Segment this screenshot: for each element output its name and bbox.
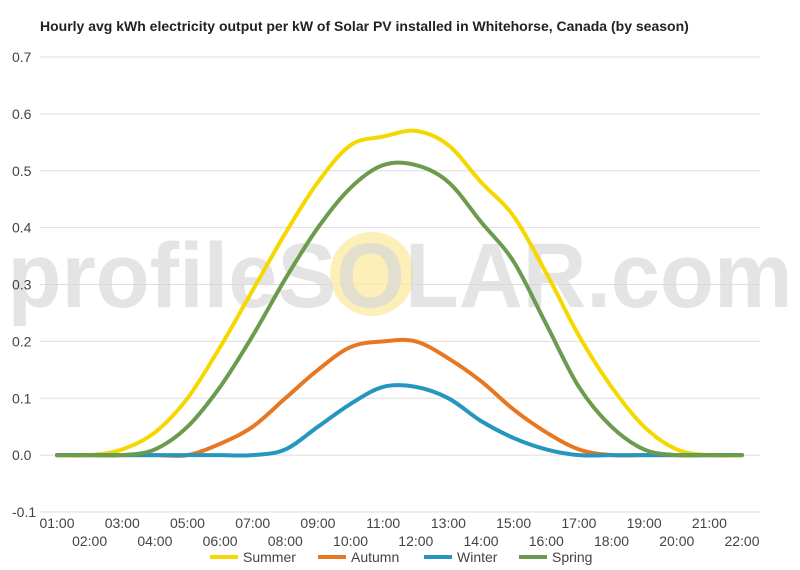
x-tick-label: 19:00 bbox=[627, 515, 662, 531]
x-tick-label: 01:00 bbox=[39, 515, 74, 531]
x-axis-ticks: 01:00 02:00 03:00 04:00 05:00 06:00 07:00 08:00… bbox=[39, 515, 759, 549]
legend-label-winter: Winter bbox=[457, 549, 498, 565]
legend-label-summer: Summer bbox=[243, 549, 296, 565]
x-tick-label: 11:00 bbox=[366, 515, 400, 531]
x-tick-label: 09:00 bbox=[300, 515, 335, 531]
series-line-summer bbox=[55, 128, 744, 458]
y-tick-label: 0.1 bbox=[12, 390, 32, 406]
x-tick-label: 14:00 bbox=[464, 533, 499, 549]
legend: Summer Autumn Winter Spring bbox=[210, 549, 592, 565]
watermark-sun bbox=[330, 232, 414, 316]
y-tick-label: 0.4 bbox=[12, 220, 32, 236]
legend-label-autumn: Autumn bbox=[351, 549, 399, 565]
x-tick-label: 21:00 bbox=[692, 515, 727, 531]
x-tick-label: 03:00 bbox=[105, 515, 140, 531]
x-tick-label: 13:00 bbox=[431, 515, 466, 531]
y-tick-label: 0.5 bbox=[12, 163, 32, 179]
y-tick-label: 0.0 bbox=[12, 447, 32, 463]
x-tick-label: 12:00 bbox=[398, 533, 433, 549]
y-tick-label: 0.7 bbox=[12, 49, 32, 65]
y-tick-label: 0.3 bbox=[12, 277, 32, 293]
series-line-winter bbox=[55, 383, 744, 458]
series-lines bbox=[55, 128, 744, 458]
x-tick-label: 02:00 bbox=[72, 533, 107, 549]
x-tick-label: 22:00 bbox=[724, 533, 759, 549]
x-tick-label: 10:00 bbox=[333, 533, 368, 549]
watermark: profileSOLAR.com bbox=[8, 225, 793, 327]
x-tick-label: 20:00 bbox=[659, 533, 694, 549]
y-tick-label: 0.2 bbox=[12, 333, 32, 349]
x-tick-label: 06:00 bbox=[203, 533, 238, 549]
y-tick-label: 0.6 bbox=[12, 106, 32, 122]
x-tick-label: 07:00 bbox=[235, 515, 270, 531]
x-tick-label: 04:00 bbox=[137, 533, 172, 549]
y-axis-ticks: -0.1 0.0 0.1 0.2 0.3 0.4 0.5 0.6 0.7 bbox=[12, 49, 36, 520]
x-tick-label: 17:00 bbox=[561, 515, 596, 531]
x-tick-label: 08:00 bbox=[268, 533, 303, 549]
legend-label-spring: Spring bbox=[552, 549, 592, 565]
x-tick-label: 16:00 bbox=[529, 533, 564, 549]
x-tick-label: 18:00 bbox=[594, 533, 629, 549]
x-tick-label: 05:00 bbox=[170, 515, 205, 531]
watermark-text: profileSOLAR.com bbox=[8, 225, 793, 327]
x-tick-label: 15:00 bbox=[496, 515, 531, 531]
chart-title: Hourly avg kWh electricity output per kW… bbox=[40, 18, 689, 34]
y-tick-label: -0.1 bbox=[12, 504, 36, 520]
series-line-spring bbox=[55, 160, 744, 458]
